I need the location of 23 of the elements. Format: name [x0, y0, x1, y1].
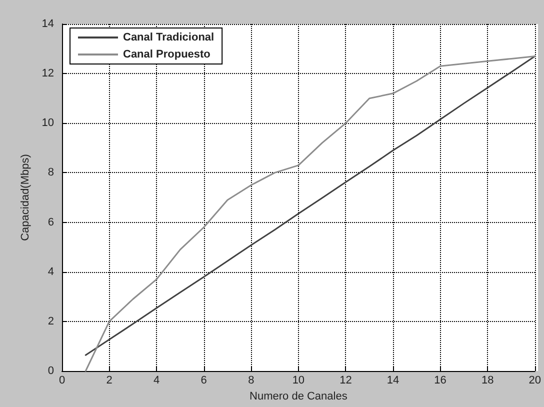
x-tick-label: 6 — [200, 374, 207, 386]
x-tick-label: 14 — [386, 374, 400, 386]
y-tick-label: 0 — [48, 365, 54, 377]
y-tick-label: 2 — [48, 315, 54, 328]
x-tick-label: 16 — [434, 374, 446, 386]
y-tick-label: 6 — [48, 216, 54, 228]
y-tick-label: 4 — [48, 266, 54, 278]
x-tick-label: 8 — [248, 374, 254, 386]
x-tick-label: 0 — [58, 374, 66, 386]
x-tick-label: 10 — [292, 374, 305, 386]
x-tick-label: 20 — [528, 374, 542, 386]
x-tick-label: 2 — [106, 374, 112, 386]
y-tick-label: 8 — [48, 166, 54, 179]
x-tick-label: 4 — [154, 374, 160, 386]
x-axis-title: Numero de Canales — [250, 390, 348, 402]
y-tick-label: 12 — [42, 68, 54, 80]
y-tick-label: 10 — [42, 117, 54, 130]
legend-label: Canal Propuesto — [123, 48, 211, 60]
x-tick-label: 12 — [340, 374, 352, 386]
y-axis-title: Capacidad(Mbps) — [19, 154, 32, 241]
x-tick-label: 18 — [481, 374, 494, 386]
legend-label: Canal Tradicional — [123, 32, 214, 44]
y-tick-label: 14 — [42, 18, 54, 30]
